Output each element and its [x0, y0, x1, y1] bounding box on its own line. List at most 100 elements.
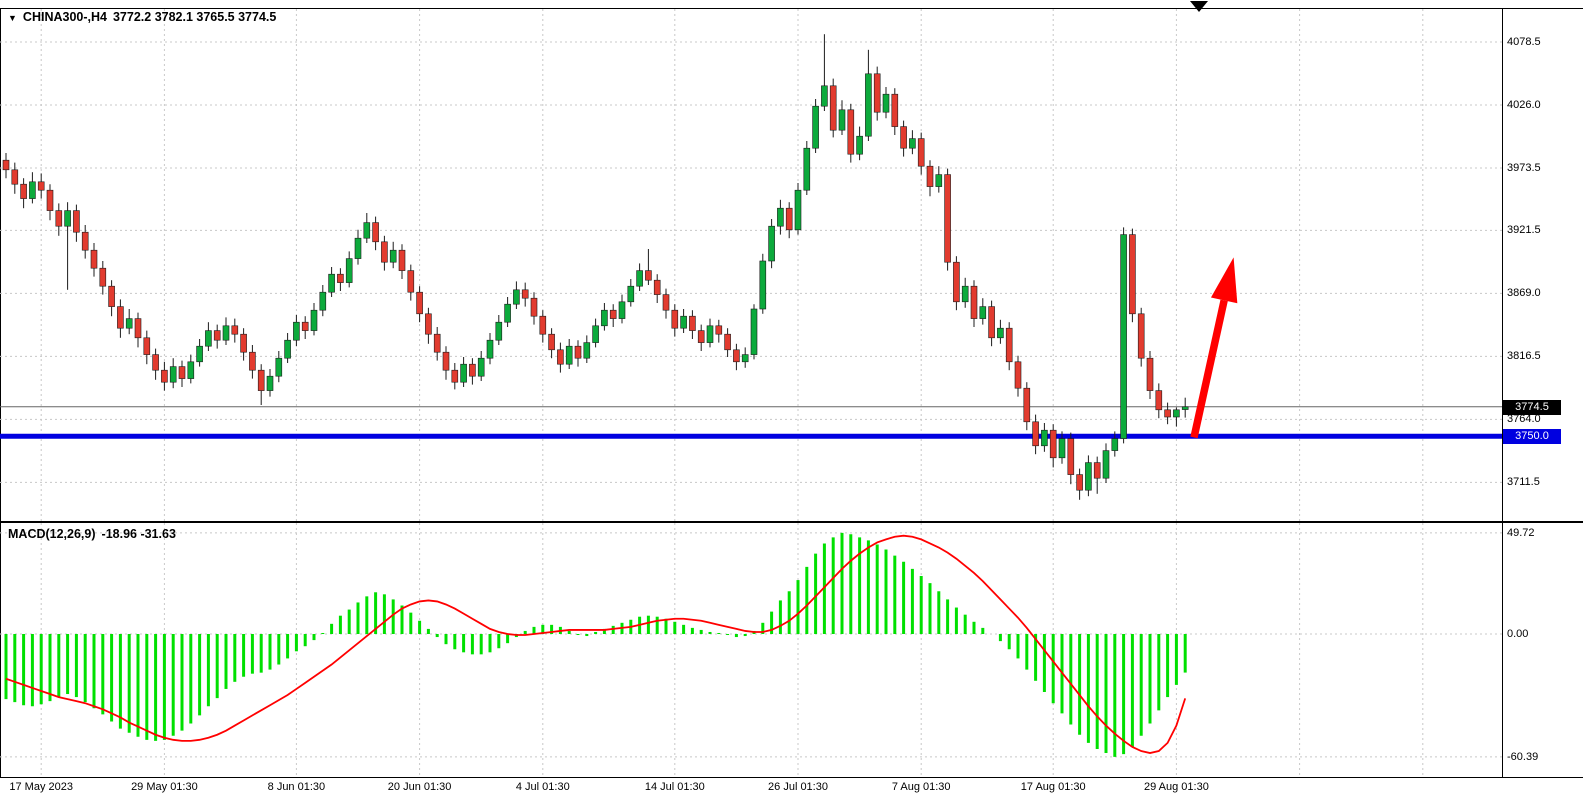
- candle-body: [609, 309, 617, 319]
- candle-body: [416, 291, 423, 315]
- price-tick-label: 4078.5: [1507, 36, 1541, 48]
- candle-body: [856, 135, 863, 155]
- candle-body: [565, 345, 573, 365]
- candle-body: [1023, 387, 1031, 423]
- candle-body: [1137, 313, 1145, 359]
- candle-body: [407, 270, 415, 293]
- candle-body: [108, 285, 115, 307]
- candle-body: [1041, 429, 1048, 447]
- macd-tick-label: -60.39: [1507, 750, 1539, 763]
- candle-body: [196, 345, 203, 363]
- time-axis-label: 29 Aug 01:30: [1143, 781, 1209, 793]
- candle-body: [486, 339, 494, 359]
- chart-frame-bottom: [0, 777, 1583, 778]
- macd-histogram: [4, 532, 1187, 757]
- candle-body: [169, 366, 177, 383]
- candle-body: [645, 270, 652, 281]
- candle-body: [1173, 409, 1180, 418]
- candle-body: [345, 258, 353, 283]
- candle-body: [328, 273, 335, 293]
- candle-body: [1005, 327, 1013, 363]
- candle-body: [55, 210, 63, 227]
- candle-body: [1102, 450, 1110, 479]
- candle-body: [1076, 474, 1083, 491]
- candle-body: [838, 109, 846, 131]
- price-chart-canvas[interactable]: [0, 9, 1502, 521]
- candle-body: [847, 109, 855, 155]
- candle-body: [653, 279, 661, 295]
- candle-body: [548, 333, 555, 351]
- candle-body: [1058, 438, 1066, 459]
- time-axis-label: 4 Jul 01:30: [515, 781, 570, 793]
- candle-body: [1181, 406, 1189, 410]
- candle-body: [293, 321, 300, 341]
- candle-body: [777, 207, 784, 227]
- panel-separator[interactable]: [0, 521, 1583, 523]
- price-tick-label: 3973.5: [1507, 162, 1541, 174]
- candle-body: [1049, 429, 1057, 459]
- price-axis: 4078.5 4026.0 3973.5 3921.5 3869.0 3816.5 3764…: [1507, 0, 1583, 811]
- candle-body: [1093, 462, 1101, 479]
- candle-body: [733, 349, 740, 363]
- time-axis-label: 26 Jul 01:30: [768, 781, 828, 793]
- candle-body: [477, 357, 485, 377]
- candle-body: [460, 363, 467, 383]
- candle-body: [944, 174, 951, 263]
- macd-values-label: -18.96 -31.63: [101, 527, 176, 541]
- candle-body: [1014, 361, 1022, 389]
- candle-body: [266, 375, 274, 391]
- candle-body: [161, 369, 168, 383]
- candle-body: [222, 325, 230, 341]
- candle-body: [433, 333, 441, 353]
- time-axis: 17 May 2023 29 May 01:30 8 Jun 01:30 20 Jun…: [0, 781, 1583, 799]
- candle-body: [1111, 438, 1119, 451]
- candle-body: [706, 325, 714, 343]
- time-axis-label: 8 Jun 01:30: [267, 781, 326, 793]
- candle-body: [99, 267, 107, 287]
- macd-chart-canvas[interactable]: [0, 523, 1502, 776]
- candle-body: [125, 318, 133, 329]
- candle-body: [979, 306, 987, 319]
- candle-body: [803, 147, 811, 191]
- candle-body: [1155, 390, 1163, 411]
- candle-body: [398, 249, 406, 271]
- candle-body: [11, 169, 19, 185]
- candle-body: [970, 285, 978, 319]
- candle-body: [90, 249, 98, 269]
- chart-shift-marker-icon[interactable]: [1190, 1, 1208, 12]
- candle-body: [724, 333, 731, 351]
- candle-body: [425, 313, 432, 335]
- time-axis-label: 7 Aug 01:30: [891, 781, 951, 793]
- macd-tick-label: 49.72: [1507, 526, 1535, 539]
- candle-body: [574, 345, 582, 359]
- candle-body: [697, 330, 705, 343]
- candle-body: [46, 189, 54, 211]
- candle-body: [372, 222, 379, 243]
- candle-body: [451, 369, 459, 383]
- trend-arrow[interactable]: [1190, 257, 1238, 439]
- candle-body: [64, 210, 71, 227]
- candle-body: [319, 291, 327, 311]
- candle-body: [152, 354, 159, 371]
- candle-body: [20, 183, 27, 199]
- price-tick-label: 3711.5: [1507, 476, 1540, 489]
- candle-body: [1120, 234, 1127, 439]
- ohlc-values-label: 3772.2 3782.1 3765.5 3774.5: [112, 10, 277, 24]
- candle-body: [988, 306, 995, 339]
- candle-body: [381, 241, 388, 263]
- candle-body: [205, 330, 212, 347]
- candle-body: [1067, 438, 1075, 475]
- candle-body: [442, 351, 450, 371]
- candle-body: [680, 315, 687, 329]
- candle-body: [583, 342, 591, 359]
- candle-body: [829, 85, 837, 131]
- candle-body: [257, 369, 265, 391]
- candle-body: [741, 354, 749, 363]
- candle-body: [539, 315, 547, 335]
- time-axis-label: 17 Aug 01:30: [1020, 781, 1086, 793]
- symbol-period-label: CHINA300-,H4: [22, 10, 107, 24]
- candle-body: [1164, 409, 1171, 418]
- candle-body: [81, 231, 89, 251]
- candle-body: [618, 301, 626, 319]
